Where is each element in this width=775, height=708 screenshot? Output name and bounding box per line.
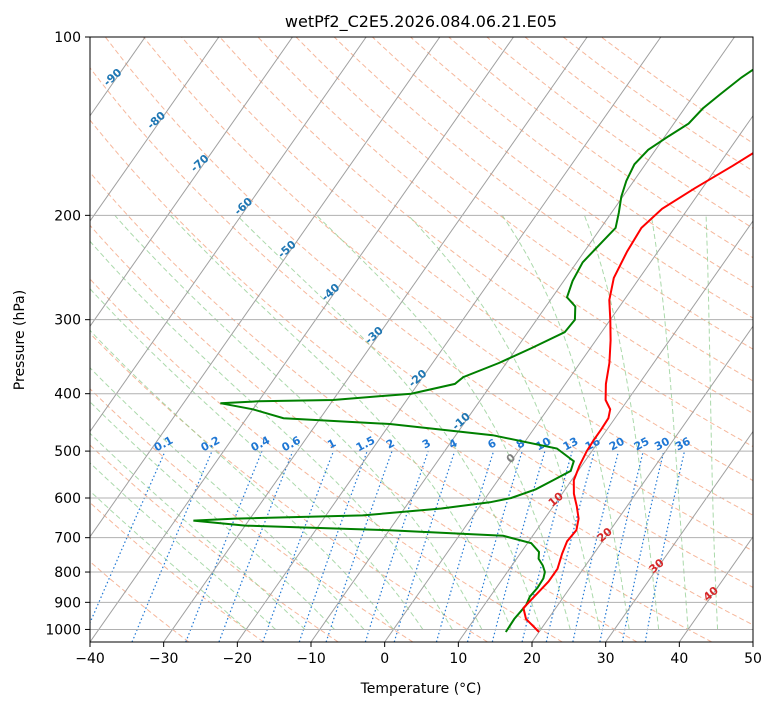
dry-adiabat-line — [143, 37, 753, 516]
dry-adiabat-line — [90, 278, 563, 642]
dry-adiabat-line — [333, 37, 753, 350]
moist-adiabat-line — [170, 214, 512, 630]
dry-adiabat-line — [219, 37, 753, 448]
skewed-isotherms — [90, 37, 753, 642]
isotherm-line — [90, 37, 220, 222]
y-tick-label: 600 — [54, 491, 81, 507]
x-tick-label: 30 — [597, 651, 615, 667]
mixing-ratio-line — [325, 450, 393, 642]
isotherm-line — [310, 37, 735, 642]
mixing-ratio-line — [131, 450, 213, 642]
y-tick-label: 400 — [54, 387, 81, 403]
isotherm-line — [531, 325, 753, 642]
dry-adiabat-line — [372, 37, 753, 319]
mixing-ratio-line — [435, 450, 495, 642]
mixing-ratio-label: 36 — [673, 435, 693, 454]
x-tick-label: −10 — [296, 651, 326, 667]
plot-frame — [89, 36, 754, 643]
moist-adiabat-line — [114, 214, 483, 630]
isotherm-line — [90, 37, 367, 433]
x-tick-label: −40 — [75, 651, 105, 667]
isotherm-line — [678, 535, 753, 642]
mixing-ratio-lines — [90, 450, 686, 642]
isotherm-line — [90, 37, 293, 328]
mixing-ratio-line — [218, 450, 294, 642]
isotherm-line — [605, 430, 753, 642]
mixing-ratio-line — [185, 450, 263, 642]
isotherm-line — [236, 37, 662, 642]
y-axis-title: Pressure (hPa) — [12, 290, 28, 390]
x-tick-label: 0 — [380, 651, 389, 667]
mixing-ratio-label: 10 — [533, 435, 553, 454]
y-tick-label: 300 — [54, 313, 81, 329]
mixing-ratio-line — [298, 450, 368, 642]
y-tick-label: 100 — [54, 30, 81, 46]
dry-adiabat-line — [90, 171, 712, 642]
moist-adiabat-line — [90, 329, 394, 630]
moist-adiabat-line — [501, 215, 630, 630]
y-tick-label: 800 — [54, 565, 81, 581]
dry-adiabat-line — [90, 332, 488, 642]
y-tick-label: 700 — [54, 531, 81, 547]
y-tick-label: 500 — [54, 444, 81, 460]
mixing-ratio-line — [545, 450, 595, 642]
mixing-ratio-label: 20 — [607, 435, 627, 454]
dry-adiabat-line — [90, 67, 753, 588]
y-tick-label: 900 — [54, 595, 81, 611]
x-tick-label: 40 — [670, 651, 688, 667]
moist-adiabat-line — [90, 240, 453, 630]
mixing-ratio-label: 13 — [561, 435, 581, 454]
dry-adiabat-line — [90, 119, 753, 626]
chart-title: wetPf2_C2E5.2026.084.06.21.E05 — [285, 12, 557, 32]
mixing-ratio-line — [466, 450, 523, 642]
y-axis-ticks: 100 200 300 400 500 600 700 800 900 1000 — [45, 30, 90, 638]
x-tick-label: 20 — [523, 651, 541, 667]
x-tick-label: 10 — [449, 651, 467, 667]
x-tick-label: −30 — [149, 651, 179, 667]
mixing-ratio-line — [262, 450, 334, 642]
mixing-ratio-label: 30 — [652, 435, 672, 454]
mixing-ratio-line — [364, 450, 429, 642]
mixing-ratio-label: 25 — [632, 435, 652, 454]
isotherm-line — [163, 37, 588, 642]
dewpoint-series-line — [193, 68, 753, 633]
moist-adiabat-line — [236, 214, 542, 630]
y-tick-label: 200 — [54, 208, 81, 224]
moist-adiabat-line — [407, 214, 601, 630]
dry-adiabat-line — [90, 560, 190, 642]
pressure-gridlines — [90, 37, 753, 630]
dry-adiabat-line — [181, 37, 753, 482]
isotherm-line — [90, 37, 441, 538]
mixing-ratio-line — [599, 450, 644, 642]
isotherm-line — [90, 37, 514, 642]
x-tick-label: 50 — [744, 651, 762, 667]
y-tick-label: 1000 — [45, 622, 81, 638]
mixing-ratio-line — [90, 450, 166, 625]
isotherm-line — [457, 220, 753, 642]
plot-area: -100-90-80-70-60-50-40-30-20-10 0.10.20.… — [90, 37, 753, 642]
moist-adiabat-line — [90, 288, 424, 630]
x-tick-label: −20 — [223, 651, 253, 667]
isotherm-line — [384, 114, 753, 642]
dry-adiabat-line — [295, 37, 753, 382]
temperature-series-line — [522, 151, 753, 633]
x-axis-ticks: −40 −30 −20 −10 0 10 20 30 40 50 — [75, 642, 762, 667]
mixing-ratio-line — [572, 450, 620, 642]
x-axis-title: Temperature (°C) — [360, 681, 482, 697]
